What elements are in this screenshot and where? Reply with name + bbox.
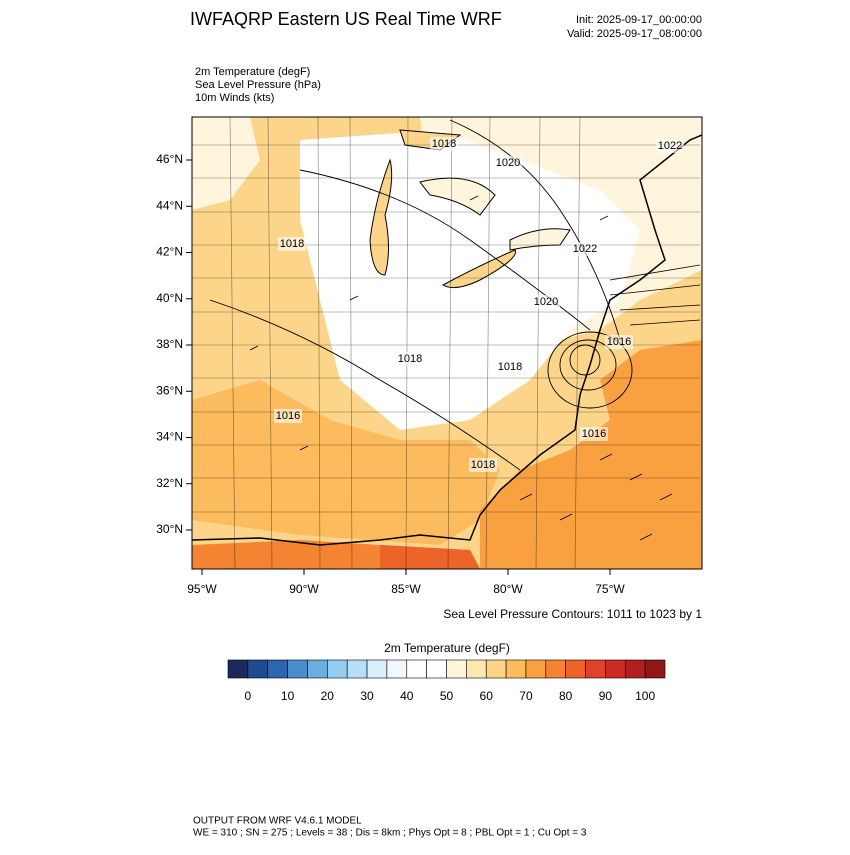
contour-label-box — [532, 295, 560, 309]
colorbar-box — [644, 659, 666, 679]
lat-label: 44°N — [156, 198, 183, 212]
contour-label: 1016 — [582, 428, 606, 440]
lon-label: 75°W — [595, 582, 625, 596]
colorbar-label: 0 — [245, 689, 252, 703]
field-label: 2m Temperature (degF) — [195, 66, 310, 78]
contour-label: 1016 — [276, 410, 300, 422]
lat-label: 30°N — [156, 522, 183, 536]
init-time: Init: 2025-09-17_00:00:00 — [576, 14, 702, 26]
colorbar-box — [307, 659, 328, 679]
contour-label-box — [396, 352, 424, 366]
colorbar-label: 70 — [519, 689, 533, 703]
contour-label-box — [494, 156, 522, 170]
lat-label: 36°N — [156, 383, 183, 397]
colorbar-box — [267, 659, 288, 679]
colorbar-box — [247, 659, 269, 679]
lon-label: 90°W — [289, 582, 319, 596]
colorbar-box — [545, 659, 566, 679]
footer-line: WE = 310 ; SN = 275 ; Levels = 38 ; Dis … — [193, 828, 587, 839]
lat-label: 34°N — [156, 430, 183, 444]
contour-labels: 1018 1020 1022 1018 1022 1020 1016 1018 1018 1016… — [274, 137, 684, 472]
contour-label-box — [278, 237, 306, 251]
valid-time: Valid: 2025-09-17_08:00:00 — [567, 28, 702, 40]
contour-label: 1016 — [607, 336, 631, 348]
colorbar-label: 10 — [281, 689, 295, 703]
lon-label: 80°W — [493, 582, 523, 596]
colorbar-box — [406, 659, 427, 679]
contour-label: 1020 — [534, 296, 558, 308]
title: IWFAQRP Eastern US Real Time WRF — [190, 9, 502, 29]
colorbar-box — [624, 659, 646, 679]
colorbar-label: 80 — [559, 689, 573, 703]
colorbar-box — [327, 659, 348, 679]
colorbar-box — [525, 659, 547, 679]
contour-label-box — [496, 360, 524, 374]
colorbar-box — [505, 659, 527, 679]
contour-label: 1018 — [280, 238, 304, 250]
colorbar-box — [346, 659, 368, 679]
lake — [369, 158, 393, 276]
temperature-field — [192, 380, 500, 545]
contour-label-box — [580, 427, 608, 441]
colorbar-box — [466, 659, 487, 679]
colorbar-box — [287, 659, 308, 679]
colorbar-box — [565, 659, 586, 679]
field-label: Sea Level Pressure (hPa) — [195, 79, 321, 91]
colorbar: 0 10 20 30 40 50 60 70 80 90 100 — [227, 659, 666, 703]
axis-ticks: 46°N 44°N 42°N 40°N 38°N 36°N 34°N 32°N 30°N 95°W… — [156, 152, 625, 596]
map-frame — [191, 116, 703, 570]
lat-label: 42°N — [156, 245, 183, 259]
temperature-field — [380, 545, 480, 569]
contour-note: Sea Level Pressure Contours: 1011 to 102… — [443, 607, 702, 621]
colorbar-label: 20 — [321, 689, 335, 703]
contour-label: 1018 — [432, 138, 456, 150]
contour-label-box — [656, 139, 684, 153]
colorbar-box — [386, 659, 408, 679]
contour-label-box — [274, 409, 302, 423]
colorbar-title: 2m Temperature (degF) — [384, 641, 510, 655]
contour-label: 1018 — [398, 353, 422, 365]
lat-label: 38°N — [156, 337, 183, 351]
colorbar-label: 100 — [635, 689, 655, 703]
colorbar-label: 40 — [400, 689, 414, 703]
contour-label: 1018 — [471, 459, 495, 471]
colorbar-box — [227, 659, 249, 679]
contour-label-box — [469, 458, 497, 472]
lat-label: 40°N — [156, 291, 183, 305]
colorbar-box — [485, 659, 507, 679]
colorbar-label: 60 — [480, 689, 494, 703]
colorbar-label: 90 — [599, 689, 613, 703]
colorbar-box — [426, 659, 447, 679]
contour-label-box — [605, 335, 633, 349]
contour-label-box — [430, 137, 458, 151]
lon-label: 95°W — [187, 582, 217, 596]
contour-label: 1020 — [496, 157, 520, 169]
colorbar-box — [446, 659, 467, 679]
lon-label: 85°W — [391, 582, 421, 596]
wind-barbs — [249, 195, 701, 541]
lat-label: 46°N — [156, 152, 183, 166]
coastline — [192, 134, 702, 546]
lat-label: 32°N — [156, 476, 183, 490]
temperature-field — [192, 117, 260, 210]
colorbar-box — [585, 659, 606, 679]
footer-line: OUTPUT FROM WRF V4.6.1 MODEL — [193, 816, 362, 827]
colorbar-box — [366, 659, 388, 679]
colorbar-box — [605, 659, 626, 679]
contour-label: 1018 — [498, 361, 522, 373]
pressure-contours — [209, 119, 633, 471]
colorbar-label: 30 — [360, 689, 374, 703]
contour-label: 1022 — [573, 243, 597, 255]
colorbar-label: 50 — [440, 689, 454, 703]
contour-label-box — [571, 242, 599, 256]
contour-label: 1022 — [658, 140, 682, 152]
field-label: 10m Winds (kts) — [195, 92, 274, 104]
